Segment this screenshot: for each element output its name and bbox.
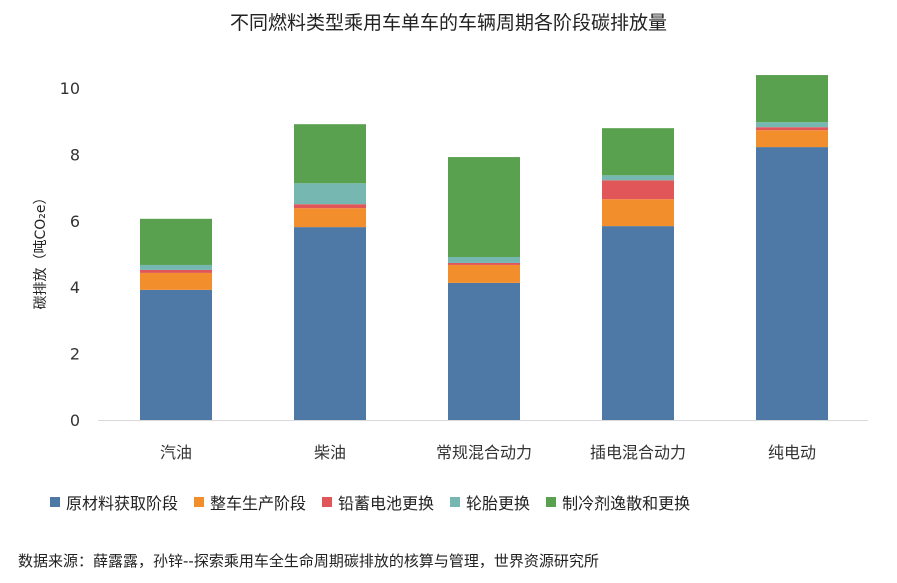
bar-segment-4	[140, 264, 212, 270]
legend-label: 铅蓄电池更换	[338, 494, 435, 513]
legend-item: 轮胎更换	[450, 490, 530, 514]
bar-segment-4	[294, 183, 366, 205]
bar-segment-3	[140, 269, 212, 273]
bar-segment-5	[602, 128, 674, 176]
y-tick-label: 10	[60, 79, 80, 98]
bar-segment-5	[294, 124, 366, 184]
bar-segment-2	[602, 199, 674, 227]
bar-segment-1	[602, 226, 674, 420]
bar-segment-2	[448, 264, 520, 283]
y-tick-label: 0	[70, 411, 80, 430]
stacked-bar-chart: 0 2 4 6 8 10 汽油 柴油 常规混合动力 插电混合动力 纯电动	[60, 75, 868, 462]
x-tick-label: 纯电动	[768, 443, 816, 462]
bar-segment-4	[756, 122, 828, 128]
legend-swatch	[322, 497, 333, 507]
bar-segment-5	[448, 157, 520, 257]
bar-segment-5	[140, 218, 212, 265]
y-tick-label: 6	[70, 212, 80, 231]
bar-segment-3	[448, 262, 520, 265]
source-note: 数据来源：薛露露，孙锌--探索乘用车全生命周期碳排放的核算与管理，世界资源研究所	[18, 552, 599, 570]
bar-segment-2	[756, 130, 828, 148]
bar-segment-2	[140, 272, 212, 290]
legend-item: 原材料获取阶段	[50, 490, 178, 514]
x-tick-label: 常规混合动力	[436, 443, 532, 462]
bar-segment-5	[756, 75, 828, 123]
x-tick-label: 汽油	[160, 443, 192, 462]
bar-segment-4	[448, 256, 520, 263]
bar-segment-3	[602, 180, 674, 200]
legend-item: 制冷剂逸散和更换	[546, 490, 690, 514]
x-tick-label: 插电混合动力	[590, 443, 686, 462]
chart-title: 不同燃料类型乘用车单车的车辆周期各阶段碳排放量	[229, 12, 667, 34]
y-tick-label: 4	[70, 278, 80, 297]
legend-label: 整车生产阶段	[210, 494, 307, 513]
legend-swatch	[50, 497, 60, 507]
y-tick-label: 8	[70, 145, 80, 164]
legend-swatch	[546, 497, 557, 507]
legend-item: 铅蓄电池更换	[322, 490, 434, 514]
bar-segment-1	[140, 289, 212, 420]
bar-segment-2	[294, 208, 366, 228]
bar-segment-1	[756, 147, 828, 420]
bar-segment-1	[294, 227, 366, 420]
legend-label: 轮胎更换	[466, 494, 531, 513]
legend-label: 原材料获取阶段	[66, 494, 179, 513]
y-tick-label: 2	[70, 345, 80, 364]
legend-swatch	[194, 497, 205, 507]
legend-item: 整车生产阶段	[194, 490, 306, 514]
bar-segment-4	[602, 175, 674, 181]
bar-segment-3	[756, 127, 828, 131]
bar-segment-1	[448, 282, 520, 420]
bar-segment-3	[294, 204, 366, 209]
legend-label: 制冷剂逸散和更换	[562, 494, 691, 513]
legend: 原材料获取阶段 整车生产阶段 铅蓄电池更换 轮胎更换 制冷剂逸散和更换	[50, 490, 690, 514]
x-tick-label: 柴油	[314, 443, 346, 462]
legend-swatch	[450, 497, 461, 507]
